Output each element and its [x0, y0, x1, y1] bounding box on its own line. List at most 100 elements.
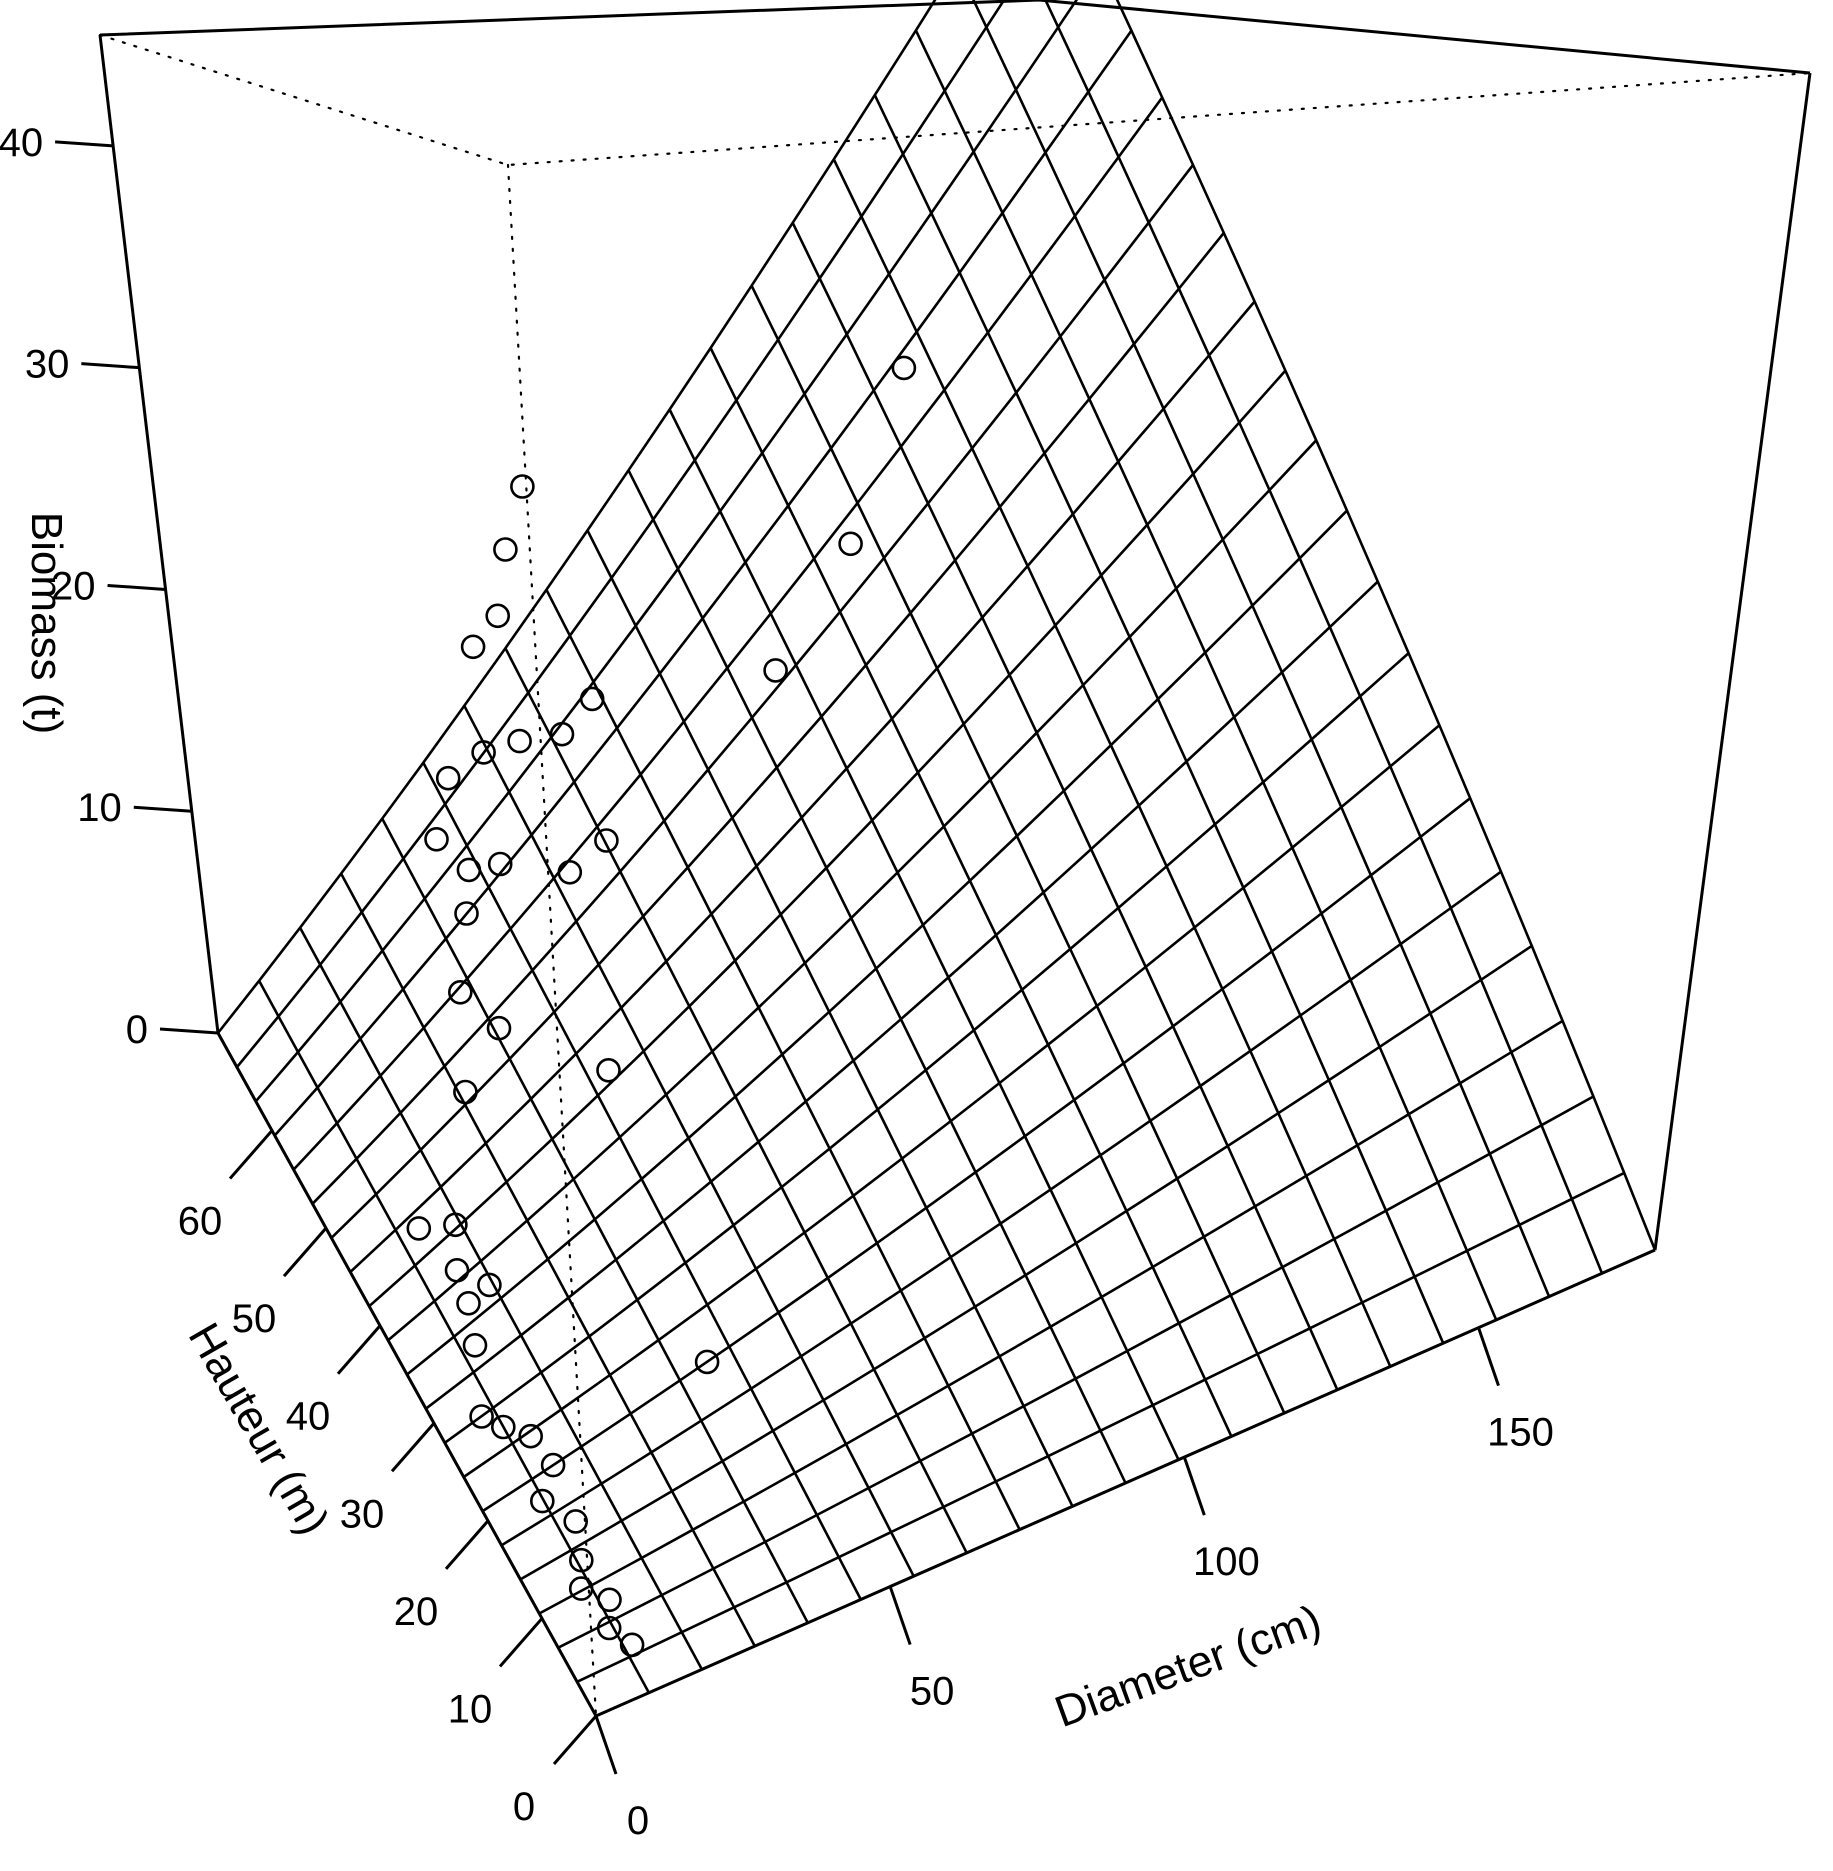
observation-point — [540, 1452, 566, 1478]
observation-point — [529, 1488, 555, 1514]
hauteur-tick-label: 20 — [394, 1590, 439, 1634]
observation-point — [477, 1272, 502, 1298]
mesh-line-hauteur — [381, 817, 809, 1624]
mesh-line-hauteur — [463, 705, 915, 1577]
observation-point — [838, 531, 863, 557]
observation-point — [443, 1212, 468, 1238]
diameter-tick — [1477, 1327, 1500, 1387]
mesh-line-hauteur — [668, 408, 1180, 1461]
diameter-tick — [888, 1586, 912, 1646]
observation-point — [510, 474, 535, 499]
observation-point — [891, 355, 917, 381]
observation-point — [454, 901, 479, 926]
mesh-line-diameter — [368, 369, 1287, 1308]
axes: 0 50 100 150 0 10 20 30 40 50 60 0 10 20 30 40 — [0, 121, 1554, 1843]
mesh-line-diameter — [444, 652, 1410, 1444]
observation-point — [694, 1349, 720, 1375]
biomass-tick — [55, 140, 114, 148]
observation-point — [490, 1414, 516, 1440]
biomass-tick-label: 20 — [51, 564, 96, 608]
observation-point — [597, 1587, 622, 1613]
observation-point — [453, 1079, 478, 1105]
mesh-line-hauteur — [750, 285, 1286, 1414]
biomass-tick — [81, 362, 140, 370]
hauteur-tick-label: 40 — [286, 1395, 331, 1439]
observation-point — [507, 728, 532, 754]
diameter-tick — [594, 1715, 618, 1775]
mesh-line-diameter — [273, 29, 1133, 1137]
observation-point — [549, 721, 575, 747]
observation-point — [557, 859, 583, 885]
mesh-line-diameter — [349, 300, 1256, 1273]
observation-point — [469, 1404, 494, 1429]
hauteur-tick-label: 0 — [513, 1785, 535, 1829]
hauteur-tick — [552, 1715, 598, 1765]
bounding-box-visible-edges — [98, 0, 1812, 1718]
observation-point — [596, 1058, 621, 1083]
observation-point — [447, 979, 473, 1005]
biomass-tick — [133, 805, 192, 813]
mesh-line-hauteur — [504, 647, 968, 1554]
hauteur-tick — [444, 1519, 490, 1570]
observation-point — [471, 740, 496, 765]
mesh-line-hauteur — [257, 980, 651, 1694]
hauteur-tick-label: 50 — [232, 1297, 277, 1341]
observation-point — [563, 1509, 589, 1534]
mesh-line-hauteur — [1044, 0, 1604, 1274]
diameter-tick-label: 100 — [1193, 1540, 1260, 1584]
biomass-tick-label: 40 — [0, 121, 43, 165]
diameter-tick-label: 50 — [910, 1670, 955, 1714]
observation-point — [462, 1333, 488, 1358]
observation-point — [424, 826, 449, 852]
observation-points — [406, 355, 917, 1658]
mesh-line-hauteur — [586, 529, 1074, 1507]
biomass-tick — [107, 583, 166, 591]
bounding-box-hidden-edges — [98, 33, 1812, 1718]
mesh-line-diameter — [519, 944, 1533, 1581]
diameter-tick-label: 0 — [627, 1799, 649, 1843]
mesh-line-hauteur — [298, 927, 704, 1671]
hauteur-tick-label: 10 — [448, 1687, 493, 1731]
observation-point — [579, 686, 605, 712]
biomass-axis-title: Biomass (t) — [22, 512, 71, 734]
observation-point — [444, 1258, 470, 1283]
mesh-line-diameter — [481, 797, 1471, 1513]
mesh-line-hauteur — [873, 94, 1445, 1344]
observation-point — [456, 857, 482, 883]
mesh-line-hauteur — [339, 872, 756, 1647]
box-hidden-top-edge — [98, 33, 1812, 167]
biomass-tick-label: 30 — [25, 343, 70, 387]
mesh-line-hauteur — [627, 469, 1127, 1484]
observation-point — [568, 1576, 594, 1601]
mesh-line-diameter — [538, 1019, 1564, 1615]
hauteur-tick — [228, 1129, 274, 1180]
observation-point — [486, 1015, 512, 1041]
mesh-line-hauteur — [422, 762, 862, 1601]
biomass-tick-label: 0 — [126, 1008, 148, 1052]
box-left-vertical-edge — [98, 34, 220, 1034]
diameter-axis-title: Diameter (cm) — [1049, 1596, 1328, 1737]
hauteur-tick — [282, 1227, 328, 1278]
mesh-line-hauteur — [545, 589, 1021, 1531]
observation-point — [485, 603, 511, 629]
hauteur-tick — [390, 1422, 436, 1473]
observation-point — [487, 851, 513, 877]
box-top-back-edges — [99, 0, 1811, 75]
observation-point — [460, 634, 486, 660]
observation-point — [406, 1216, 432, 1241]
mesh-line-hauteur — [914, 29, 1498, 1321]
observation-point — [596, 1615, 622, 1641]
hauteur-tick — [336, 1324, 382, 1375]
diameter-tick — [1182, 1456, 1206, 1516]
box-right-vertical-edge — [1653, 72, 1812, 1251]
observation-point — [493, 537, 518, 562]
mesh-line-diameter — [462, 724, 1441, 1479]
observation-point — [435, 765, 461, 791]
mesh-line-diameter — [500, 870, 1502, 1547]
hauteur-tick-label: 60 — [178, 1200, 223, 1244]
mesh-line-diameter — [254, 0, 1079, 1103]
mesh-line-hauteur — [1115, 0, 1657, 1251]
mesh-line-hauteur — [709, 347, 1233, 1437]
observation-point — [518, 1423, 544, 1449]
